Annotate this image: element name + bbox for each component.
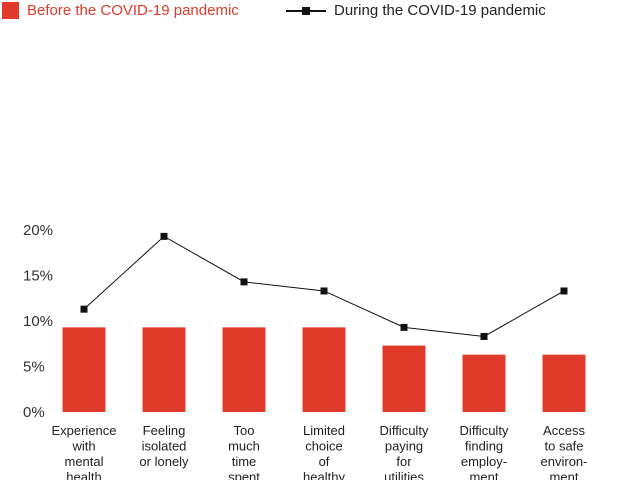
x-tick-label: Experience with mental health [51, 423, 116, 480]
line-point [80, 305, 88, 313]
line-point [480, 332, 488, 340]
bar [462, 354, 506, 412]
y-tick-label: 20% [23, 222, 53, 239]
bar [142, 327, 186, 412]
bar [542, 354, 586, 412]
line-point [320, 287, 328, 295]
legend-line-swatch [286, 6, 326, 15]
series-line [83, 235, 565, 337]
bar [302, 327, 346, 412]
x-tick-label: Feeling isolated or lonely [139, 423, 189, 469]
y-tick-label: 0% [23, 404, 45, 421]
x-tick-label: Too much time spent [228, 423, 260, 480]
bar [222, 327, 266, 412]
x-tick-label: Limited choice of healthy [303, 423, 345, 480]
bar [62, 327, 106, 412]
x-tick-label: Access to safe environ-ment [541, 423, 588, 480]
line-point [400, 323, 408, 331]
y-tick-label: 15% [23, 268, 53, 285]
line-point [240, 278, 248, 286]
legend-item-during: During the COVID-19 pandemic [286, 2, 546, 19]
legend-item-before: Before the COVID-19 pandemic [2, 2, 239, 19]
legend-label-before: Before the COVID-19 pandemic [27, 2, 239, 19]
x-tick-label: Difficulty finding employ-ment [460, 423, 509, 480]
legend-bar-swatch [2, 2, 19, 19]
legend: Before the COVID-19 pandemic During the … [0, 2, 637, 22]
y-tick-label: 10% [23, 313, 53, 330]
bar [382, 345, 426, 412]
y-tick-label: 5% [23, 359, 45, 376]
line-point [160, 232, 168, 240]
line-point [560, 287, 568, 295]
legend-label-during: During the COVID-19 pandemic [334, 2, 546, 19]
x-tick-label: Difficulty paying for utilities [380, 423, 429, 480]
